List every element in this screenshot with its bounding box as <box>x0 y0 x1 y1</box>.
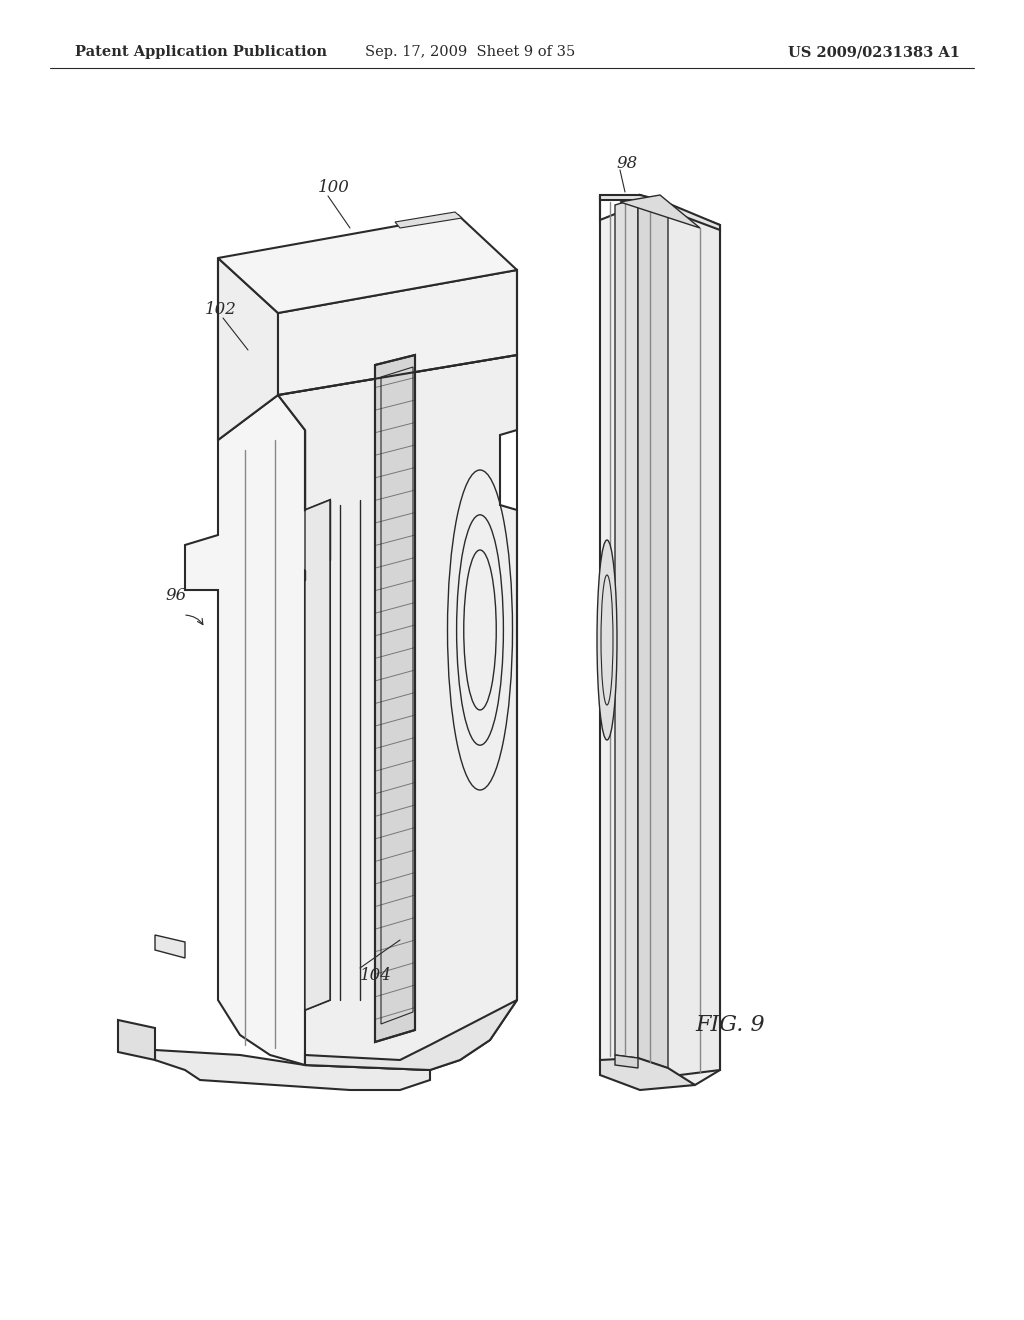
Polygon shape <box>615 198 638 1059</box>
Polygon shape <box>600 195 720 230</box>
Polygon shape <box>305 500 330 1010</box>
Polygon shape <box>118 1020 155 1060</box>
Text: 104: 104 <box>360 966 392 983</box>
Polygon shape <box>600 1059 695 1090</box>
Text: Sep. 17, 2009  Sheet 9 of 35: Sep. 17, 2009 Sheet 9 of 35 <box>365 45 575 59</box>
Polygon shape <box>640 195 720 1080</box>
Polygon shape <box>155 935 185 958</box>
Polygon shape <box>615 1055 638 1068</box>
Polygon shape <box>375 355 415 1041</box>
Polygon shape <box>185 395 330 1065</box>
Polygon shape <box>638 198 668 1068</box>
Text: Patent Application Publication: Patent Application Publication <box>75 45 327 59</box>
Ellipse shape <box>597 540 617 741</box>
Text: 98: 98 <box>616 154 637 172</box>
Text: 100: 100 <box>318 180 350 197</box>
Polygon shape <box>278 355 517 1071</box>
Text: FIG. 9: FIG. 9 <box>695 1014 765 1036</box>
Polygon shape <box>395 213 462 228</box>
Polygon shape <box>620 195 700 228</box>
Polygon shape <box>600 195 720 1085</box>
Text: 96: 96 <box>165 586 186 603</box>
Polygon shape <box>218 257 278 440</box>
Polygon shape <box>218 215 517 313</box>
Text: 102: 102 <box>205 301 237 318</box>
Polygon shape <box>155 1049 430 1090</box>
Polygon shape <box>305 1001 517 1071</box>
Polygon shape <box>278 271 517 395</box>
Text: US 2009/0231383 A1: US 2009/0231383 A1 <box>788 45 961 59</box>
